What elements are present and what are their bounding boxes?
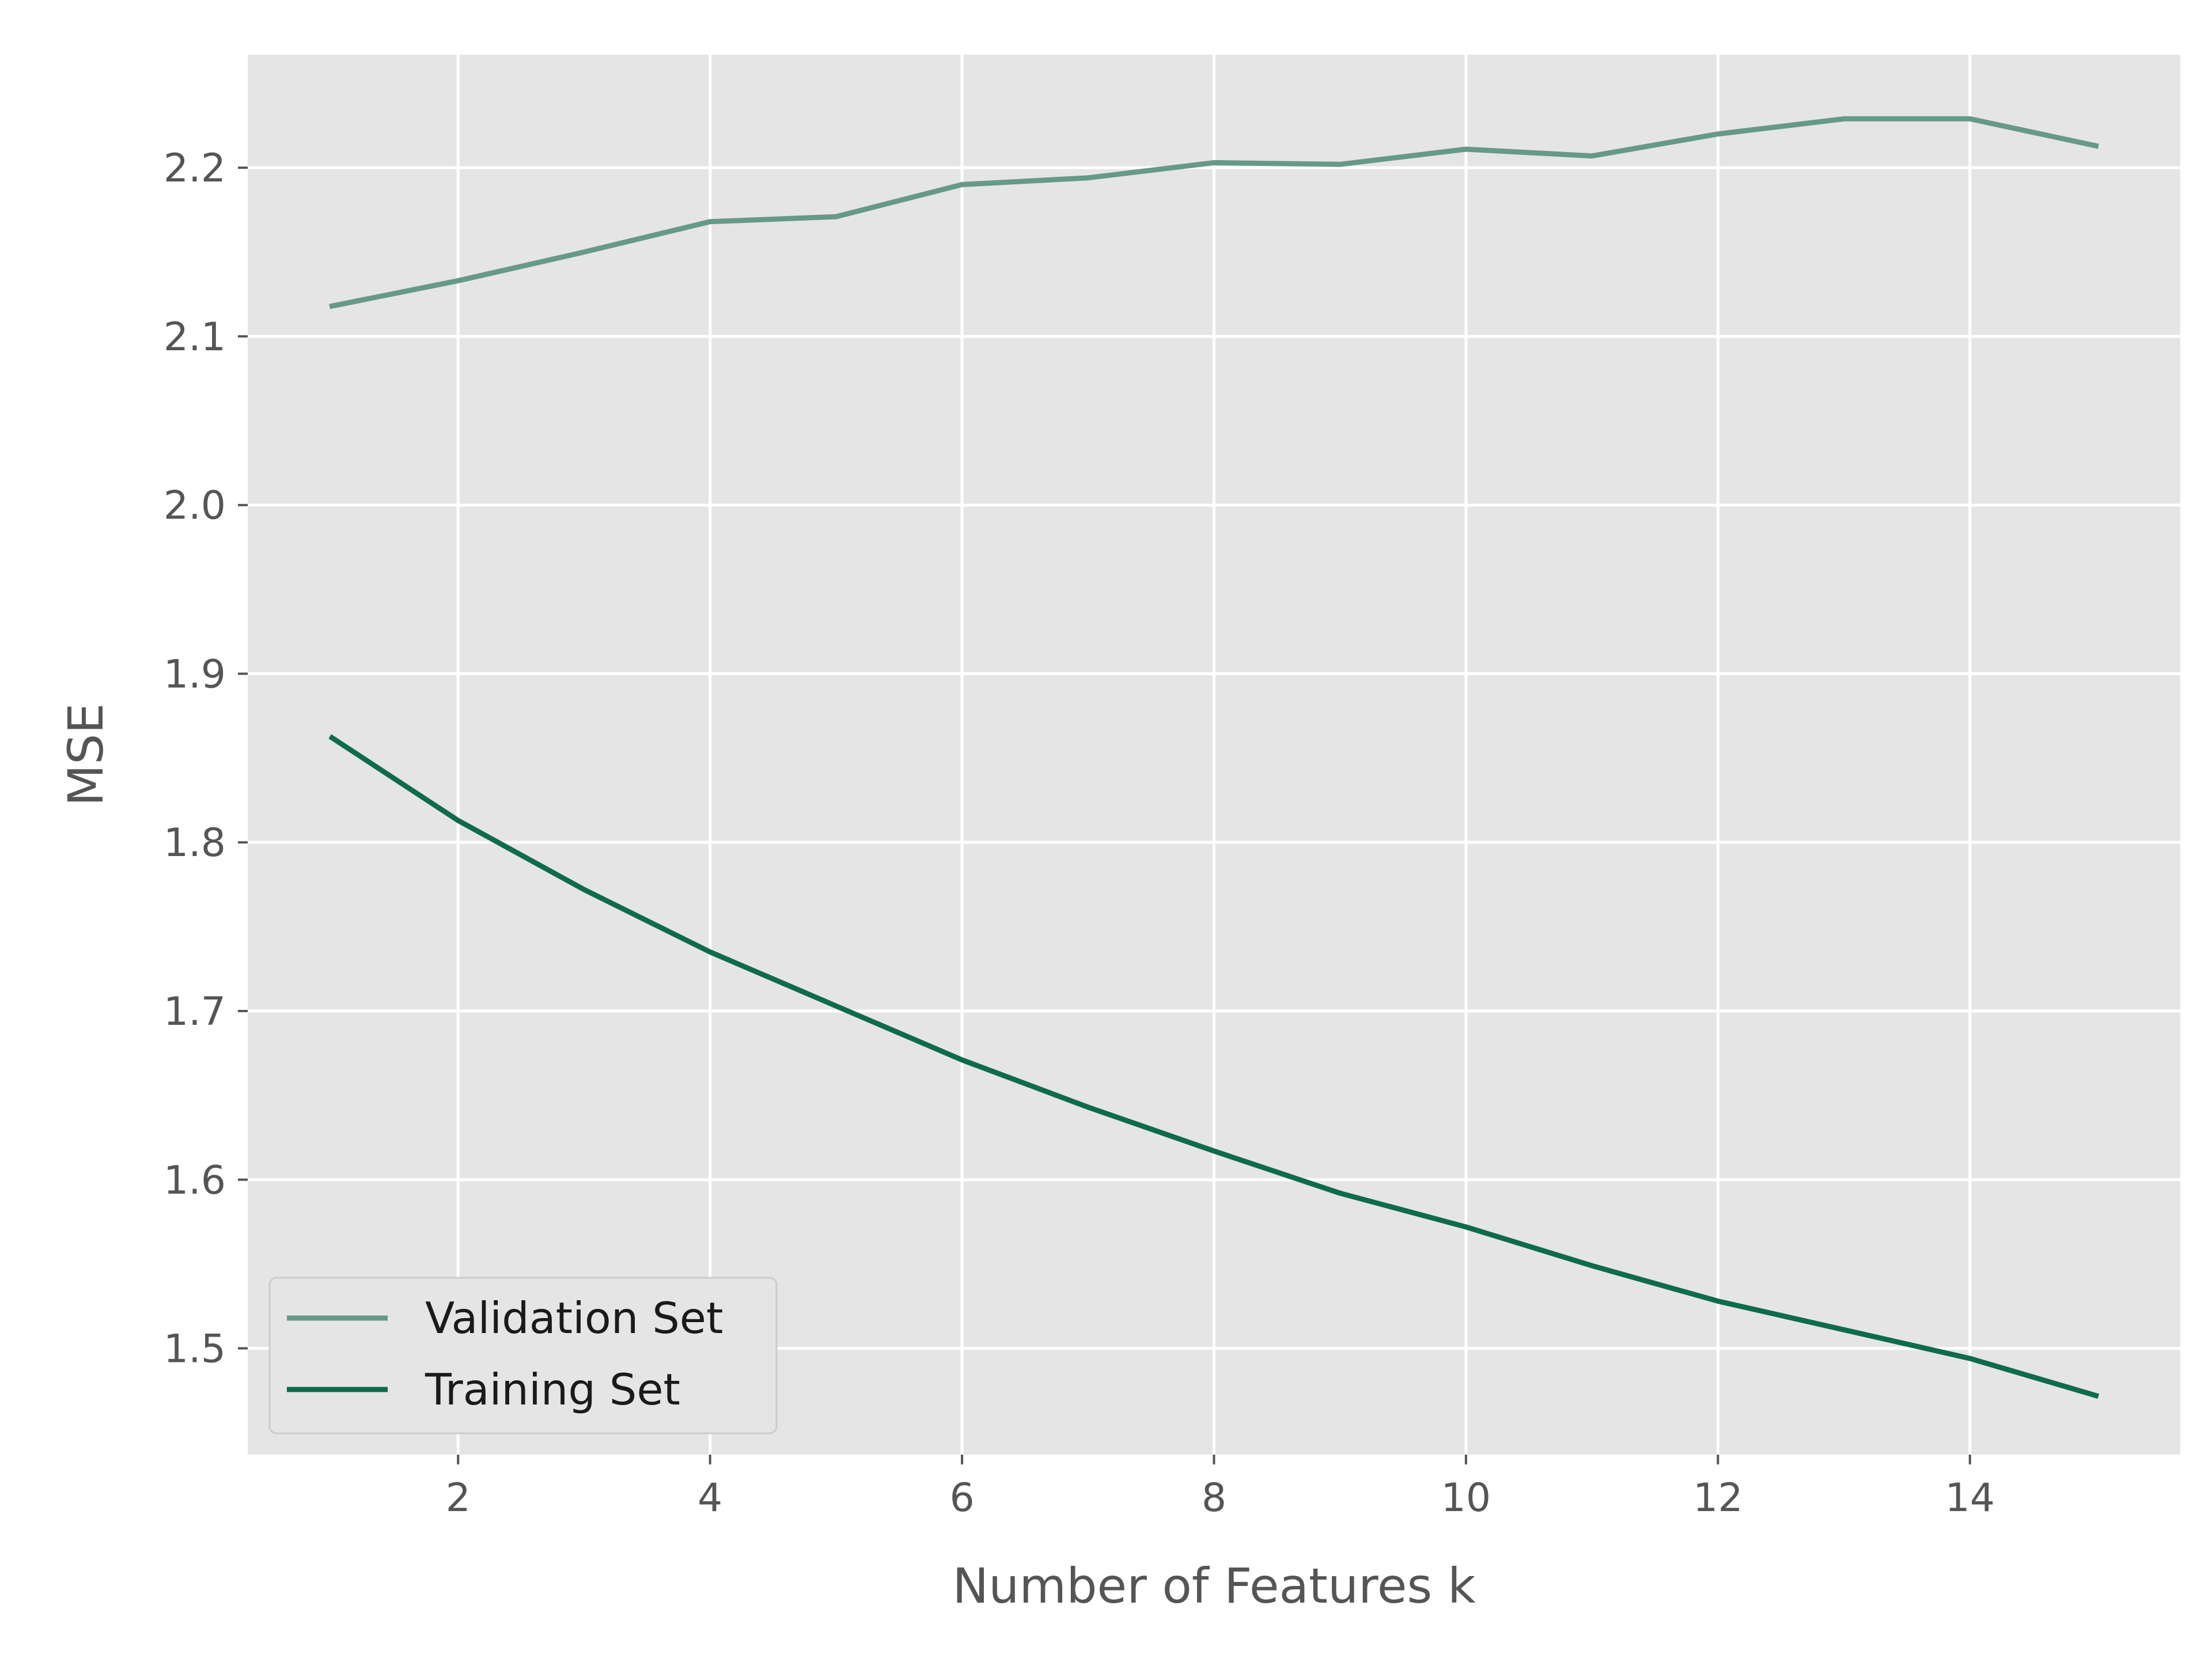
series-layer bbox=[328, 116, 2100, 1399]
y-tick-label: 2.1 bbox=[164, 315, 226, 360]
legend-box bbox=[268, 1277, 778, 1434]
y-tick-label: 1.8 bbox=[164, 820, 226, 866]
y-tick-label: 1.9 bbox=[164, 652, 226, 697]
x-tick-label: 2 bbox=[446, 1475, 471, 1521]
y-axis-ticks: 1.5 1.6 1.7 1.8 1.9 2.0 2.1 2.2 bbox=[164, 146, 248, 1372]
y-axis-label: MSE bbox=[58, 703, 114, 807]
legend-entries: Validation Set Training Set bbox=[287, 1293, 723, 1415]
x-tick-label: 8 bbox=[1202, 1475, 1226, 1521]
x-tick-label: 12 bbox=[1693, 1475, 1743, 1521]
series-line-training-set bbox=[328, 734, 2100, 1399]
x-tick-label: 14 bbox=[1945, 1475, 1995, 1521]
y-tick-label: 2.0 bbox=[164, 483, 226, 529]
y-tick-label: 1.6 bbox=[164, 1158, 226, 1203]
y-tick-label: 1.7 bbox=[164, 989, 226, 1035]
y-tick-label: 1.5 bbox=[164, 1327, 226, 1372]
x-gridlines bbox=[456, 55, 1972, 1455]
x-axis-label: Number of Features k bbox=[952, 1558, 1476, 1614]
x-axis-ticks: 2 4 6 8 10 12 14 bbox=[446, 1455, 1995, 1521]
x-tick-label: 10 bbox=[1441, 1475, 1491, 1521]
legend-label-training-set: Training Set bbox=[425, 1364, 680, 1415]
series-line-validation-set bbox=[329, 116, 2099, 309]
y-tick-label: 2.2 bbox=[164, 146, 226, 191]
x-tick-label: 4 bbox=[698, 1475, 722, 1521]
x-tick-label: 6 bbox=[949, 1475, 974, 1521]
legend-label-validation-set: Validation Set bbox=[425, 1293, 723, 1343]
legend: Validation Set Training Set bbox=[268, 1277, 778, 1434]
